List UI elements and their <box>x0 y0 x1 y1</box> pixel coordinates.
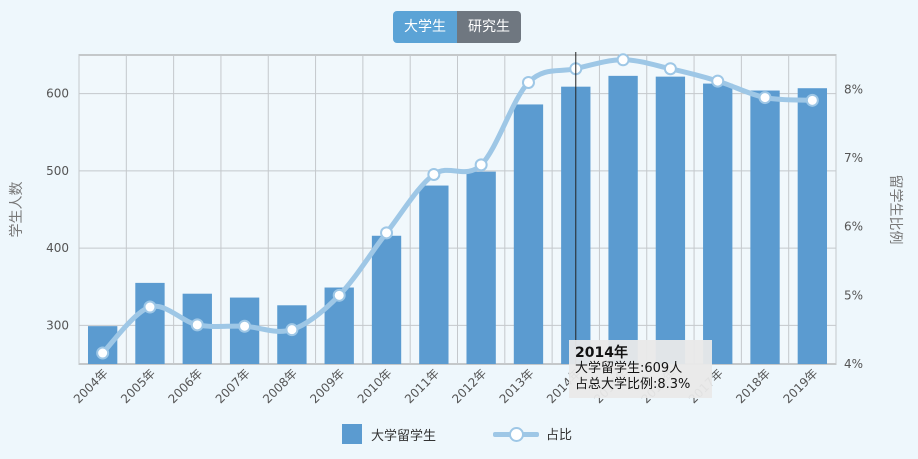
tooltip-title: 2014年 <box>575 345 628 361</box>
line-point <box>427 167 441 181</box>
line-point <box>96 346 110 360</box>
tab-undergraduate[interactable]: 大学生 <box>393 11 457 43</box>
y2-tick-label: 4% <box>844 357 863 371</box>
legend-bar-swatch <box>342 424 362 444</box>
y-tick-label: 400 <box>46 241 69 255</box>
line-point <box>380 226 394 240</box>
line-point <box>190 318 204 332</box>
legend-label-line: 占比 <box>546 428 573 443</box>
bar <box>135 282 165 364</box>
y-axis-title: 学生人数 <box>9 182 25 238</box>
line-point <box>332 288 346 302</box>
y-tick-label: 300 <box>46 318 69 332</box>
line-point <box>663 62 677 76</box>
bar <box>703 83 733 365</box>
tooltip-line-ratio: 占总大学比例:8.3% <box>575 377 691 392</box>
y2-tick-label: 7% <box>844 151 863 165</box>
line-point <box>616 53 630 67</box>
series-line-ratio <box>100 57 815 356</box>
y-tick-label: 600 <box>46 87 69 101</box>
x-tick-label: 2007年 <box>213 366 253 406</box>
line-point <box>758 91 772 105</box>
legend-item-bars[interactable]: 大学留学生 <box>342 424 436 444</box>
y2-tick-label: 6% <box>844 220 863 234</box>
x-tick-label: 2011年 <box>402 366 442 406</box>
line-point <box>711 74 725 88</box>
x-tick-label: 2019年 <box>780 366 820 406</box>
tab-group: 大学生 研究生 <box>393 11 521 43</box>
line-point <box>805 93 819 107</box>
x-tick-label: 2004年 <box>71 366 111 406</box>
line-point <box>521 75 535 89</box>
x-tick-label: 2009年 <box>307 366 347 406</box>
legend-label-bars: 大学留学生 <box>371 428 437 444</box>
chart-tooltip: 2014年 大学留学生:609人 占总大学比例:8.3% <box>569 340 712 398</box>
tab-graduate[interactable]: 研究生 <box>457 11 521 43</box>
legend-line-swatch <box>493 426 539 442</box>
x-tick-label: 2010年 <box>355 366 395 406</box>
tooltip-line-count: 大学留学生:609人 <box>575 361 683 376</box>
x-tick-label: 2006年 <box>165 366 205 406</box>
line-point <box>238 319 252 333</box>
bar <box>608 75 638 365</box>
bar <box>750 90 780 364</box>
x-tick-label: 2008年 <box>260 366 300 406</box>
bar <box>655 76 686 364</box>
bar <box>371 235 402 364</box>
legend-item-line[interactable]: 占比 <box>493 424 572 443</box>
x-tick-label: 2013年 <box>497 366 537 406</box>
y2-tick-label: 5% <box>844 288 863 302</box>
bar <box>513 104 544 364</box>
y2-tick-label: 8% <box>844 82 863 96</box>
line-point <box>285 323 299 337</box>
x-tick-label: 2012年 <box>449 366 489 406</box>
bar <box>466 171 496 364</box>
y2-axis-title: 留学生比例 <box>887 175 903 245</box>
bar <box>797 88 828 364</box>
legend: 大学留学生 占比 <box>0 424 918 448</box>
x-tick-label: 2018年 <box>733 366 773 406</box>
bar <box>419 185 449 364</box>
y-tick-label: 500 <box>46 164 69 178</box>
line-point <box>143 300 157 314</box>
line-point <box>474 158 488 172</box>
x-tick-label: 2005年 <box>118 366 158 406</box>
